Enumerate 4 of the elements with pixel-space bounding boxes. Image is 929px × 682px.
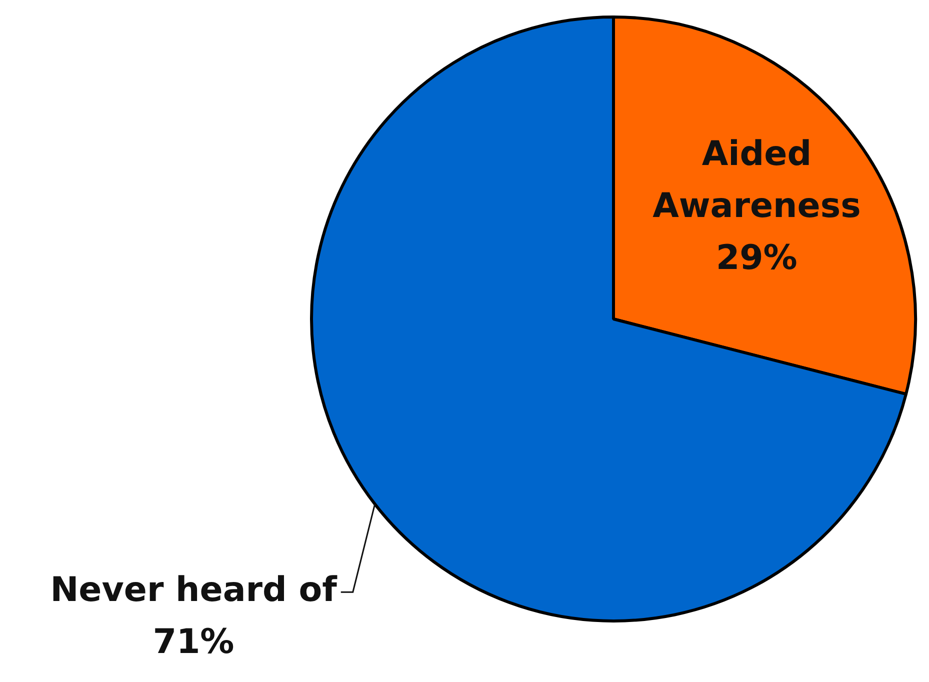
data-label: 29% <box>716 238 798 278</box>
slice-label: Never heard of <box>50 570 338 610</box>
slice-label: Aided Awareness <box>652 134 861 226</box>
data-label: 71% <box>152 622 234 662</box>
